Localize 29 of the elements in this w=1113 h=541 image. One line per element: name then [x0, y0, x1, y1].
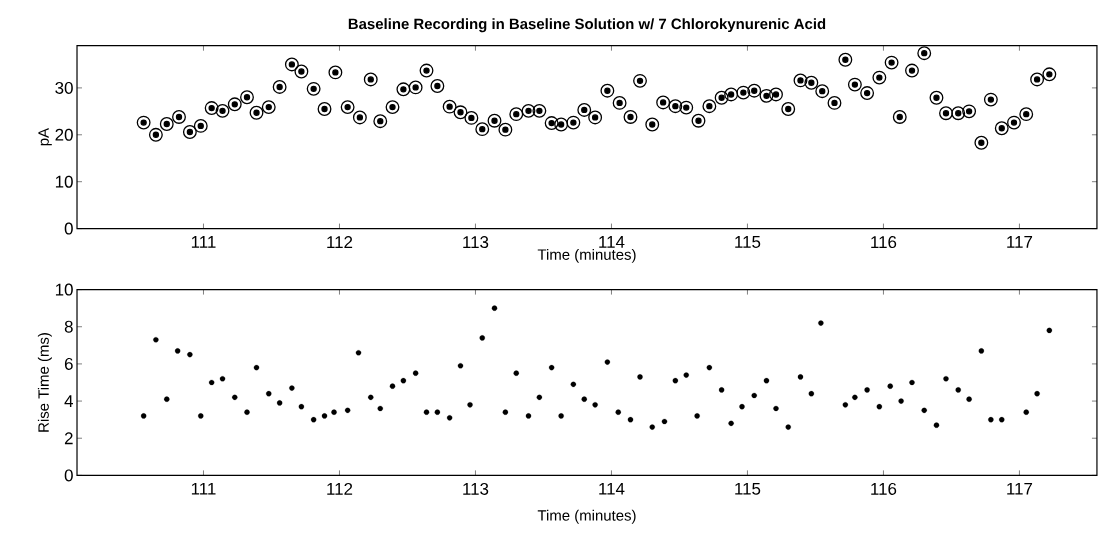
y-tick-label: 0: [64, 222, 73, 235]
y-tick-label: 2: [64, 432, 73, 445]
y-axis-title: Rise Time (ms): [37, 333, 52, 432]
x-tick-label: 111: [191, 482, 216, 495]
x-tick-label: 112: [327, 482, 353, 495]
y-tick-label: 6: [64, 357, 73, 370]
y-tick-label: 8: [64, 320, 73, 333]
x-tick-label: 114: [599, 236, 625, 248]
y-tick-label: 20: [55, 128, 73, 141]
y-tick-label: 30: [55, 81, 73, 94]
x-tick-label: 113: [463, 236, 489, 249]
x-axis-title: Time (minutes): [537, 248, 636, 263]
x-tick-label: 116: [871, 236, 897, 249]
y-tick-label: 0: [64, 469, 73, 482]
x-tick-label: 116: [871, 482, 897, 495]
y-axis-title: pA: [38, 128, 52, 146]
x-tick-label: 114: [599, 482, 625, 495]
x-tick-label: 113: [463, 482, 489, 495]
y-tick-label: 4: [64, 395, 73, 407]
x-tick-label: 117: [1007, 482, 1033, 495]
y-tick-label: 10: [55, 175, 73, 188]
chart-title: Baseline Recording in Baseline Solution w/ 7 Chlorokynurenic Acid: [348, 18, 826, 33]
y-tick-label: 10: [55, 283, 73, 296]
x-tick-label: 112: [327, 236, 353, 248]
x-tick-label: 111: [191, 236, 216, 248]
x-tick-label: 115: [735, 482, 761, 495]
x-axis-title: Time (minutes): [537, 509, 636, 524]
x-tick-label: 115: [735, 236, 761, 248]
x-tick-label: 117: [1007, 236, 1033, 248]
